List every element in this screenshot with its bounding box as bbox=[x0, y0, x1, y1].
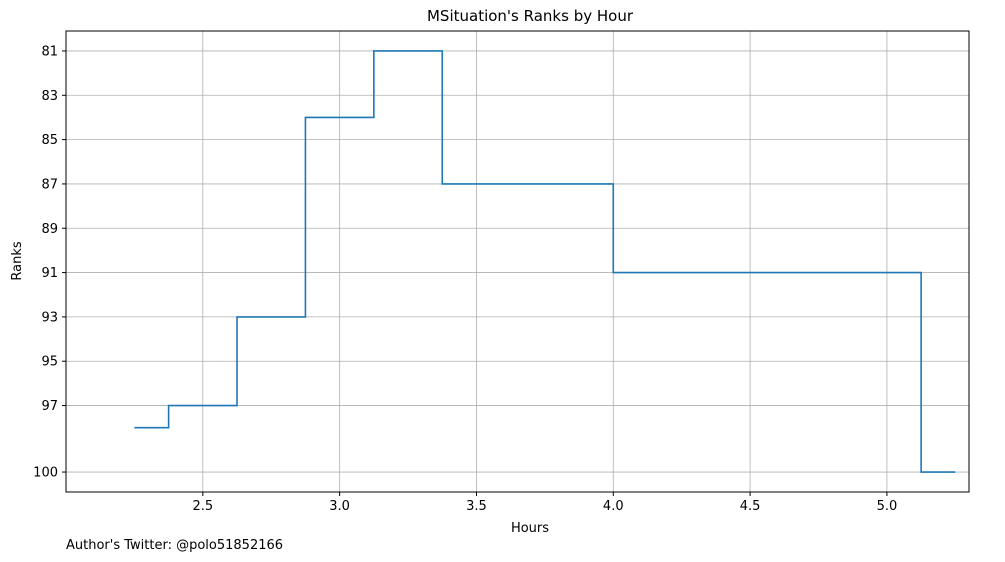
plot-frame bbox=[65, 30, 970, 493]
y-tick-label: 93 bbox=[41, 310, 58, 325]
author-twitter-note: Author's Twitter: @polo51852166 bbox=[66, 538, 284, 553]
x-tick-label: 3.5 bbox=[466, 499, 487, 514]
y-tick-label: 97 bbox=[41, 399, 58, 414]
y-tick-label: 100 bbox=[33, 466, 58, 481]
y-tick-label: 85 bbox=[41, 133, 58, 148]
x-tick-label: 4.5 bbox=[740, 499, 761, 514]
y-tick-label: 95 bbox=[41, 355, 58, 370]
chart-title: MSituation's Ranks by Hour bbox=[427, 7, 634, 25]
x-tick-label: 3.0 bbox=[329, 499, 350, 514]
grid bbox=[66, 31, 969, 492]
y-tick-label: 91 bbox=[41, 266, 58, 281]
x-tick-label: 2.5 bbox=[192, 499, 213, 514]
y-tick-label: 87 bbox=[41, 177, 58, 192]
y-tick-label: 81 bbox=[41, 44, 58, 59]
x-axis-title: Hours bbox=[511, 521, 549, 536]
y-axis-title: Ranks bbox=[10, 241, 25, 280]
y-tick-label: 83 bbox=[41, 89, 58, 104]
y-tick-label: 89 bbox=[41, 222, 58, 237]
x-tick-label: 4.0 bbox=[603, 499, 624, 514]
axis-ticks: 2.5 3.0 3.5 4.0 4.5 5.0 81 83 85 87 89 91 93 95 97 100 bbox=[33, 44, 897, 514]
series-line-ranks bbox=[134, 50, 956, 473]
x-tick-label: 5.0 bbox=[877, 499, 898, 514]
